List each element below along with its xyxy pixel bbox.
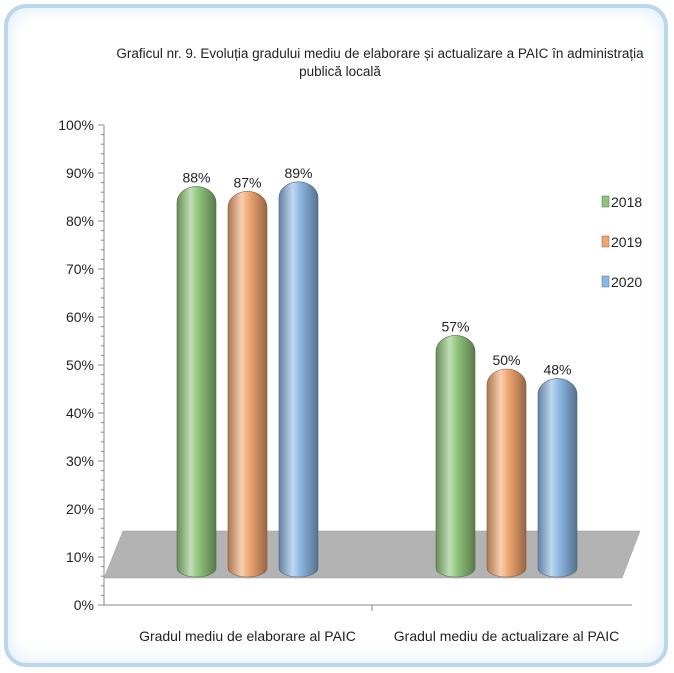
y-tick-label: 80% <box>66 213 94 229</box>
bar-2020-cat1 <box>278 181 319 578</box>
bar-2019-cat1 <box>227 191 268 578</box>
data-label-2018-cat1: 88% <box>182 170 210 186</box>
y-tick-label: 70% <box>66 261 94 277</box>
y-tick-label: 40% <box>66 405 94 421</box>
chart-frame: Graficul nr. 9. Evoluția gradului mediu … <box>4 4 668 667</box>
y-tick-label: 60% <box>66 309 94 325</box>
y-tick-label: 30% <box>66 453 94 469</box>
legend-swatch-2018 <box>601 195 610 208</box>
data-label-2019-cat2: 50% <box>492 352 520 368</box>
legend-label-2018: 2018 <box>611 194 642 210</box>
plot-area: 0% 10% 20% 30% 40% 50% 60% 70% 80% 90% 100% 88% 87% 8… <box>58 117 641 644</box>
chart-title-line-2: publică locală <box>299 64 381 79</box>
y-tick-label: 100% <box>58 117 94 133</box>
legend-swatch-2020 <box>601 275 610 288</box>
legend-label-2019: 2019 <box>611 234 642 250</box>
bar-2018-cat2 <box>435 335 476 578</box>
chart-canvas: Graficul nr. 9. Evoluția gradului mediu … <box>58 46 644 644</box>
legend: 2018 2019 2020 <box>601 194 642 290</box>
y-tick-label: 0% <box>74 597 94 613</box>
data-label-2018-cat2: 57% <box>441 318 469 334</box>
legend-swatch-2019 <box>601 235 610 248</box>
x-category-label: Gradul mediu de actualizare al PAIC <box>394 628 619 644</box>
y-tick-label: 50% <box>66 357 94 373</box>
data-label-2020-cat1: 89% <box>284 165 312 181</box>
legend-label-2020: 2020 <box>611 274 642 290</box>
x-category-label: Gradul mediu de elaborare al PAIC <box>139 628 356 644</box>
y-tick-label: 10% <box>66 549 94 565</box>
bar-2019-cat2 <box>486 368 527 578</box>
y-tick-label: 20% <box>66 501 94 517</box>
bar-2020-cat2 <box>537 378 578 578</box>
data-label-2020-cat2: 48% <box>543 362 571 378</box>
chart-title-line-1: Graficul nr. 9. Evoluția gradului mediu … <box>116 46 644 61</box>
data-label-2019-cat1: 87% <box>233 174 261 190</box>
bar-2018-cat1 <box>176 186 217 578</box>
y-tick-label: 90% <box>66 165 94 181</box>
